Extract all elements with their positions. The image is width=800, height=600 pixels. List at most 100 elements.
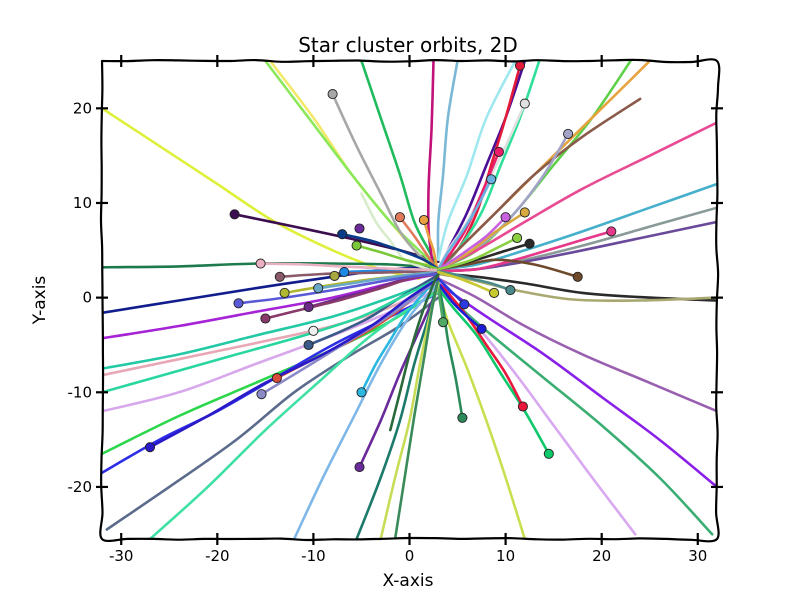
y-tick-label--10: -10 [68,383,93,401]
star-marker-40 [457,412,468,423]
orbit-line-18 [360,192,430,271]
star-marker-33 [606,226,617,237]
y-tick-label-20: 20 [73,99,92,117]
orbit-line-73 [437,178,493,271]
orbit-line-79 [437,236,519,271]
star-marker-1 [229,209,240,220]
orbit-line-78 [437,270,496,295]
star-marker-18 [271,373,282,384]
x-tick-label-0: 0 [405,547,415,565]
x-tick-label--30: -30 [109,547,134,565]
orbit-line-64 [237,272,440,305]
x-axis-label: X-axis [383,571,434,591]
star-marker-3 [354,223,365,234]
orbit-line-20 [436,61,459,262]
star-marker-19 [256,389,267,400]
ticks-layer: -30 -20 -10 0 10 20 30 -20 -10 0 10 20 [68,55,723,565]
orbit-line-59 [278,269,440,279]
y-tick-label-0: 0 [82,289,92,307]
x-tick-label-20: 20 [592,547,611,565]
star-marker-25 [519,98,530,109]
orbit-line-44 [437,286,527,539]
star-marker-11 [329,270,340,281]
orbit-line-12 [148,286,450,539]
orbit-line-47 [437,279,445,324]
orbit-line-46 [437,282,483,331]
orbit-line-21 [437,61,517,262]
orbit-line-30 [437,121,717,271]
star-marker-41 [517,401,528,412]
orbit-line-71 [389,272,440,432]
orbit-line-69 [148,277,440,449]
orbit-line-61 [316,270,440,290]
star-marker-28 [486,174,497,185]
star-marker-36 [489,287,500,298]
star-marker-38 [438,317,449,328]
orbit-line-63 [264,272,440,320]
orbit-line-48 [437,277,466,306]
star-marker-16 [308,325,319,336]
star-marker-23 [327,89,338,100]
star-marker-13 [233,298,244,309]
star-marker-27 [493,146,504,157]
orbit-line-57 [355,244,440,271]
orbit-line-42 [437,286,551,456]
star-marker-8 [274,271,285,282]
orbit-line-65 [307,273,440,347]
orbit-line-36 [437,271,717,302]
star-marker-21 [354,462,365,473]
star-marker-10 [313,283,324,294]
star-marker-2 [337,229,348,240]
star-marker-22 [356,387,367,398]
star-marker-6 [418,214,429,226]
plot-frame [99,58,721,543]
orbit-line-52 [393,277,440,539]
orbit-line-45 [437,282,464,420]
star-marker-15 [303,302,314,313]
orbit-line-27 [437,97,642,271]
y-axis-label: Y-axis [30,276,50,326]
star-marker-39 [476,323,487,334]
y-tick-label-10: 10 [73,194,92,212]
star-marker-5 [394,212,405,223]
y-tick-label--20: -20 [68,478,93,496]
orbit-line-75 [437,215,507,271]
star-marker-12 [339,267,350,278]
orbit-line-6 [102,277,440,370]
star-marker-20 [144,442,156,453]
star-marker-24 [514,61,526,71]
orbit-line-56 [340,232,440,271]
star-marker-32 [524,238,535,249]
orbit-line-68 [102,277,440,394]
orbit-line-38 [437,277,717,413]
x-tick-label-10: 10 [496,547,515,565]
orbit-line-77 [437,269,512,292]
star-marker-17 [303,339,314,351]
orbit-line-70 [259,262,440,272]
orbit-line-19 [426,61,435,271]
star-marker-4 [351,240,362,251]
orbit-line-39 [437,282,717,489]
star-marker-42 [543,448,554,459]
star-marker-37 [459,299,470,310]
orbit-line-16 [331,92,440,271]
orbit-line-31 [437,182,717,271]
x-tick-label-30: 30 [688,547,707,565]
star-marker-9 [279,287,290,298]
star-marker-35 [505,285,516,296]
chart-title: Star cluster orbits, 2D [298,33,518,57]
star-marker-7 [255,258,266,269]
star-marker-14 [260,313,271,324]
star-marker-30 [500,212,511,223]
x-tick-label--10: -10 [301,547,326,565]
x-tick-label--20: -20 [205,547,230,565]
star-marker-34 [572,271,583,282]
orbit-line-53 [360,277,440,394]
orbit-line-7 [102,282,440,377]
orbit-line-34 [437,230,613,273]
orbit-line-15 [264,61,440,271]
star-marker-26 [563,128,574,139]
markers-layer [144,61,617,473]
star-marker-31 [512,232,523,244]
